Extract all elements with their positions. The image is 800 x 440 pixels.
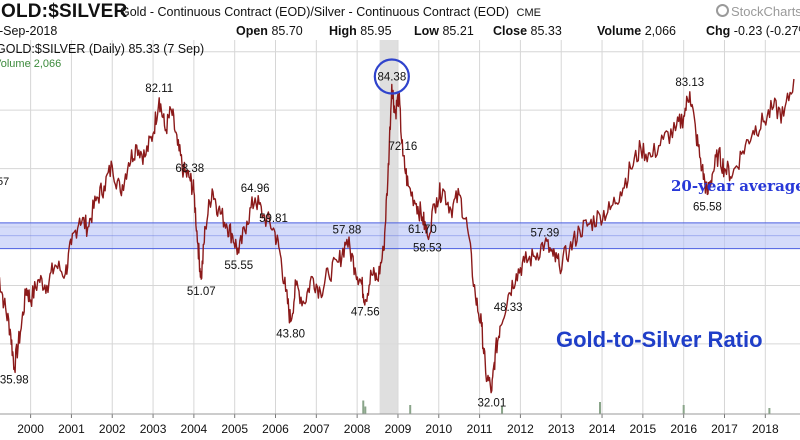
close-quote: Close 85.33 (493, 24, 562, 38)
annotation-72.16: 72.16 (388, 141, 417, 153)
x-tick-label-2008: 2008 (344, 422, 371, 436)
annotation-83.13: 83.13 (675, 77, 704, 89)
ticker-symbol: GOLD:$SILVER (0, 1, 128, 22)
low-quote: Low 85.21 (414, 24, 474, 38)
logo-ring-icon (716, 4, 729, 17)
volume-value: 2,066 (644, 24, 676, 38)
x-tick-label-2010: 2010 (425, 422, 452, 436)
average-band-layer (0, 222, 800, 250)
annotation-47.56: 47.56 (351, 307, 380, 319)
close-label: Close (493, 24, 528, 38)
quote-date: 7-Sep-2018 (0, 24, 58, 38)
volume-bar-6 (768, 408, 771, 414)
quote-header-row1: GOLD:$SILVER Gold - Continuous Contract … (0, 0, 800, 22)
open-quote: Open 85.70 (236, 24, 303, 38)
volume-bar-1 (364, 406, 367, 414)
annotation-32.01: 32.01 (477, 398, 506, 410)
change-quote: Chg -0.23 (-0.27%) (706, 24, 800, 38)
annotation-68.38: 68.38 (175, 163, 204, 175)
x-tick-label-2009: 2009 (385, 422, 412, 436)
low-value: 85.21 (442, 24, 474, 38)
x-tick-label-2018: 2018 (752, 422, 779, 436)
high-quote: High 85.95 (329, 24, 392, 38)
annotation-64.96: 64.96 (241, 183, 270, 195)
volume-bar-5 (682, 405, 685, 414)
open-value: 85.70 (271, 24, 303, 38)
x-tick-label-2004: 2004 (181, 422, 208, 436)
x-tick-label-2013: 2013 (548, 422, 575, 436)
description-text: Gold - Continuous Contract (EOD)/Silver … (120, 5, 510, 19)
price-line (0, 78, 795, 394)
x-tick-label-2006: 2006 (262, 422, 289, 436)
x-tick-label-2016: 2016 (670, 422, 697, 436)
volume-bar-2 (409, 405, 412, 414)
instrument-description: Gold - Continuous Contract (EOD)/Silver … (120, 5, 541, 19)
x-axis: 2000 2001 2002 2003 2004 2005 2006 2007 2008 2009… (0, 413, 800, 436)
x-tick-label-2003: 2003 (140, 422, 167, 436)
average-left-label: 57 (0, 176, 9, 188)
logo-text: StockCharts (731, 4, 800, 19)
annotation-61.70: 61.70 (408, 224, 437, 236)
annotation-35.98: 35.98 (0, 374, 29, 386)
x-tick-label-2000: 2000 (17, 422, 44, 436)
volume-label: Volume (597, 24, 642, 38)
x-tick-label-2012: 2012 (507, 422, 534, 436)
annotation-layer: 35.98 82.11 68.38 51.07 55.55 64.96 59.81 43.80… (0, 58, 722, 410)
close-value: 85.33 (530, 24, 562, 38)
annotation-57.39: 57.39 (531, 227, 560, 239)
x-tick-label-2014: 2014 (589, 422, 616, 436)
legend-volume: Volume 2,066 (0, 58, 61, 70)
annotation-58.53: 58.53 (413, 243, 442, 255)
annotation-65.58: 65.58 (693, 201, 722, 213)
chg-value: -0.23 (-0.27%) (733, 24, 800, 38)
peak-circle (373, 58, 410, 95)
volume-bar-0 (362, 400, 365, 414)
x-tick-label-2007: 2007 (303, 422, 330, 436)
high-value: 85.95 (360, 24, 392, 38)
x-tick-label-2005: 2005 (221, 422, 248, 436)
annotation-43.80: 43.80 (276, 329, 305, 341)
open-label: Open (236, 24, 268, 38)
chg-label: Chg (706, 24, 731, 38)
annotation-57.88: 57.88 (333, 224, 362, 236)
x-tick-label-2015: 2015 (630, 422, 657, 436)
volume-bar-4 (599, 402, 601, 414)
high-label: High (329, 24, 357, 38)
chart-title: Gold-to-Silver Ratio (556, 327, 763, 352)
price-chart[interactable]: 35.98 82.11 68.38 51.07 55.55 64.96 59.81 43.80… (0, 40, 800, 440)
average-label: 20-year average (671, 177, 800, 195)
quote-header-row2: 7-Sep-2018 Open 85.70 High 85.95 Low 85.… (0, 22, 800, 40)
annotation-82.11: 82.11 (145, 83, 173, 95)
peak-label: 84.38 (377, 72, 406, 84)
annotation-51.07: 51.07 (187, 286, 216, 298)
x-tick-label-2011: 2011 (467, 422, 493, 436)
annotation-59.81: 59.81 (259, 213, 288, 225)
low-label: Low (414, 24, 439, 38)
volume-layer (362, 400, 771, 414)
x-tick-label-2017: 2017 (711, 422, 738, 436)
volume-bar-3 (501, 406, 504, 414)
annotation-55.55: 55.55 (224, 260, 253, 272)
stockcharts-logo[interactable]: StockCharts (716, 4, 800, 19)
exchange-label: CME (516, 7, 541, 19)
x-tick-label-2001: 2001 (58, 422, 85, 436)
volume-quote: Volume 2,066 (597, 24, 676, 38)
series-layer (0, 78, 795, 394)
x-tick-label-2002: 2002 (99, 422, 126, 436)
legend-price: GOLD:$SILVER (Daily) 85.33 (7 Sep) (0, 42, 204, 56)
annotation-48.33: 48.33 (494, 302, 523, 314)
